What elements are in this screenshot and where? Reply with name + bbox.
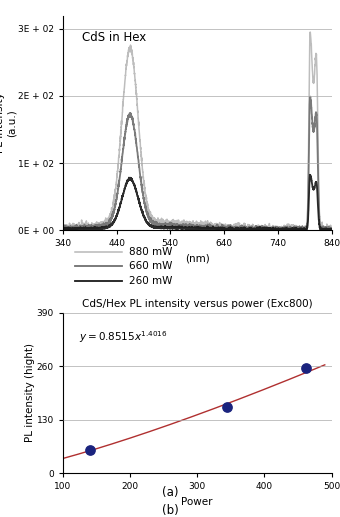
- Text: $y = 0.8515x^{1.4016}$: $y = 0.8515x^{1.4016}$: [79, 329, 168, 345]
- X-axis label: Power: Power: [182, 497, 213, 507]
- Text: 660 mW: 660 mW: [129, 261, 173, 271]
- Text: CdS in Hex: CdS in Hex: [82, 31, 146, 43]
- Text: (b): (b): [162, 504, 178, 517]
- Y-axis label: PL intensity
(a.u.): PL intensity (a.u.): [0, 93, 16, 153]
- Title: CdS/Hex PL intensity versus power (Exc800): CdS/Hex PL intensity versus power (Exc80…: [82, 299, 312, 309]
- Text: (a): (a): [162, 485, 178, 499]
- Y-axis label: PL intensity (hight): PL intensity (hight): [25, 343, 35, 443]
- Text: 880 mW: 880 mW: [129, 247, 173, 257]
- Point: [303, 364, 309, 372]
- X-axis label: (nm): (nm): [185, 254, 209, 264]
- Point: [87, 446, 92, 454]
- Text: 260 mW: 260 mW: [129, 276, 173, 286]
- Point: [225, 403, 230, 412]
